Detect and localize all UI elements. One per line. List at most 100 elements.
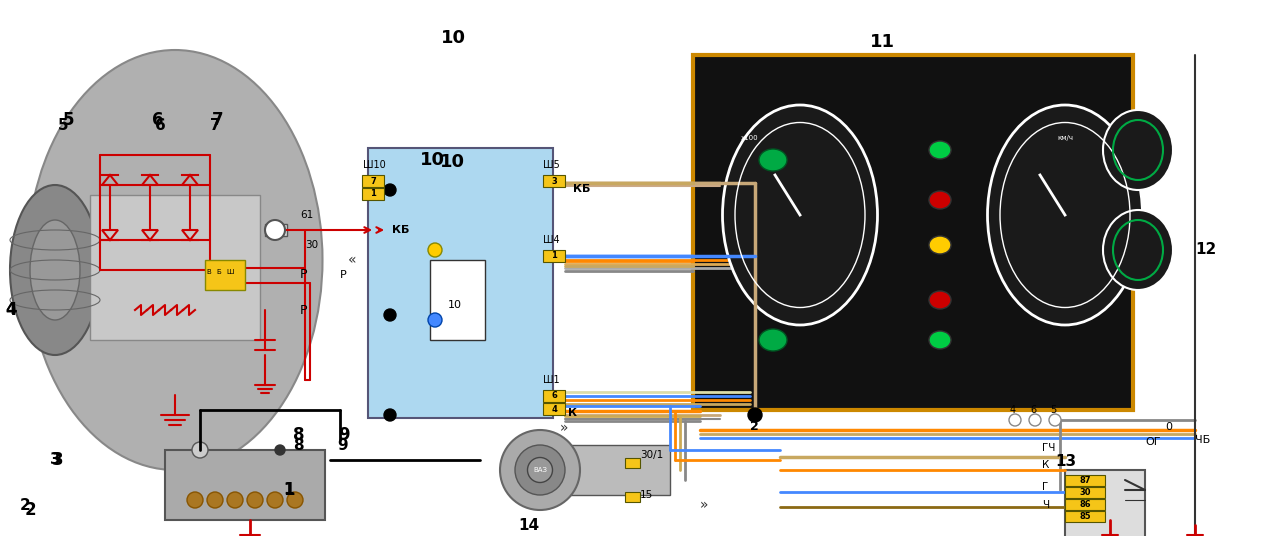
Bar [1065,487,1105,498]
Text: 12: 12 [1196,242,1216,257]
Ellipse shape [929,291,951,309]
Circle shape [247,492,262,508]
Text: ВАЗ: ВАЗ [532,467,547,473]
Bar [362,175,384,187]
Text: 14: 14 [518,517,539,532]
Bar [1065,475,1105,486]
Text: 6: 6 [1030,405,1036,415]
Text: Ч: Ч [1042,500,1050,510]
Bar [362,188,384,200]
Text: 0: 0 [1165,422,1172,432]
Circle shape [187,492,204,508]
Ellipse shape [759,149,787,171]
Circle shape [275,445,285,455]
Bar [1065,499,1105,510]
Circle shape [384,309,396,321]
Text: Б: Б [216,269,220,275]
Bar [430,260,485,340]
Text: Р: Р [300,303,307,316]
Bar [165,450,325,520]
Bar [90,195,260,340]
Text: 3: 3 [52,451,64,469]
Ellipse shape [929,141,951,159]
Bar [543,175,564,187]
Text: 85: 85 [1079,512,1091,521]
Bar [625,458,640,468]
Bar [1065,470,1146,536]
Bar [543,403,564,415]
Ellipse shape [1103,110,1172,190]
Text: 2: 2 [26,501,37,519]
Circle shape [384,184,396,196]
Text: 3: 3 [50,452,60,467]
Circle shape [265,220,285,240]
Bar [1065,511,1105,522]
Text: 10: 10 [420,151,445,169]
Text: «: « [348,253,357,267]
Circle shape [1009,414,1021,426]
Ellipse shape [27,50,323,470]
Text: 30: 30 [305,240,319,250]
Text: 13: 13 [1055,455,1076,470]
Bar [570,445,669,495]
Bar [369,148,553,418]
Text: Р: Р [340,270,347,280]
Circle shape [268,492,283,508]
Text: 3: 3 [552,176,557,185]
Text: 7: 7 [210,117,220,132]
Text: 10: 10 [448,300,462,310]
Text: 4: 4 [1010,405,1016,415]
Ellipse shape [500,430,580,510]
Ellipse shape [929,331,951,349]
Text: Р: Р [300,269,307,281]
Text: 1: 1 [552,251,557,260]
Text: 9: 9 [337,437,348,452]
Circle shape [384,409,396,421]
Text: ГЧ: ГЧ [1042,443,1056,453]
Text: км/ч: км/ч [1057,135,1073,141]
Text: КБ: КБ [392,225,410,235]
Text: 1: 1 [283,481,294,499]
Text: 1: 1 [370,190,376,198]
Text: 11: 11 [870,33,895,51]
Text: x100: x100 [741,135,759,141]
Text: 15: 15 [640,490,653,500]
Text: 10: 10 [442,29,466,47]
Bar [692,55,1133,410]
Text: 8: 8 [293,437,303,452]
Text: К: К [1042,460,1050,470]
Text: 5: 5 [1050,405,1056,415]
Circle shape [748,408,762,422]
Ellipse shape [527,458,553,482]
Text: 8: 8 [293,426,305,444]
Text: 87: 87 [1079,476,1091,485]
Text: 4: 4 [5,302,15,317]
Text: 5: 5 [58,117,69,132]
Text: Ш5: Ш5 [543,160,559,170]
Ellipse shape [10,185,100,355]
Text: К: К [568,408,577,418]
Ellipse shape [29,220,79,320]
Text: 6: 6 [552,391,557,400]
Circle shape [227,492,243,508]
Text: 30: 30 [1079,488,1091,497]
Circle shape [287,492,303,508]
Text: 86: 86 [1079,500,1091,509]
Text: КБ: КБ [573,184,590,194]
Text: 10: 10 [440,153,465,171]
Bar [205,260,244,290]
Text: 61: 61 [300,210,314,220]
Ellipse shape [722,105,878,325]
Text: ЧБ: ЧБ [1196,435,1211,445]
Text: Ш4: Ш4 [543,235,559,245]
Ellipse shape [929,191,951,209]
Ellipse shape [929,236,951,254]
Text: 2: 2 [750,421,759,434]
Bar [265,224,287,236]
Text: »: » [700,498,709,512]
Text: 6: 6 [152,111,164,129]
Circle shape [1029,414,1041,426]
Text: ОГ: ОГ [1146,437,1161,447]
Text: Г: Г [1042,482,1048,492]
Text: Ш1: Ш1 [543,375,559,385]
